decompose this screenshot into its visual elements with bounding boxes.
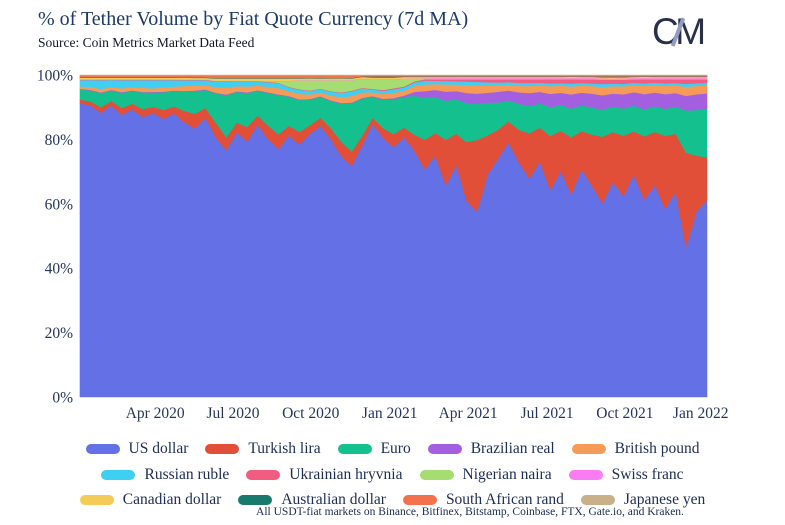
legend-label: Canadian dollar xyxy=(122,491,222,508)
legend-item-euro: Euro xyxy=(337,440,411,458)
legend-label: South African rand xyxy=(445,491,564,508)
legend-swatch-south-african-rand xyxy=(402,495,437,505)
legend-item-turkish-lira: Turkish lira xyxy=(205,440,321,458)
y-axis-tick-label: 40% xyxy=(45,261,74,278)
legend-item-canadian-dollar: Canadian dollar xyxy=(79,491,222,509)
legend-label: Brazilian real xyxy=(470,440,555,457)
legend-swatch-euro xyxy=(337,444,372,454)
legend-item-swiss-franc: Swiss franc xyxy=(568,465,684,484)
legend-label: Euro xyxy=(380,440,411,457)
legend-swatch-ukrainian-hryvnia xyxy=(246,469,281,480)
legend-swatch-australian-dollar xyxy=(238,495,273,505)
legend-swatch-japanese-yen xyxy=(580,495,615,505)
source-caption: Source: Coin Metrics Market Data Feed xyxy=(38,35,255,50)
legend-swatch-british-pound xyxy=(571,444,606,454)
legend-item-japanese-yen: Japanese yen xyxy=(580,491,706,509)
x-axis-tick-label: Jan 2021 xyxy=(362,405,418,422)
x-axis-tick-label: Jul 2021 xyxy=(521,405,574,422)
x-axis-tick-label: Apr 2020 xyxy=(126,405,185,422)
legend-label: Australian dollar xyxy=(281,491,386,508)
legend-label: Japanese yen xyxy=(623,491,706,508)
legend-swatch-swiss-franc xyxy=(568,469,603,480)
legend-label: Swiss franc xyxy=(611,465,684,483)
legend-label: US dollar xyxy=(128,440,189,457)
x-axis-tick-label: Oct 2021 xyxy=(596,405,653,422)
legend-swatch-us-dollar xyxy=(85,444,120,454)
legend-item-south-african-rand: South African rand xyxy=(402,491,564,509)
x-axis-tick-label: Oct 2020 xyxy=(282,405,340,422)
legend-label: British pound xyxy=(614,440,700,457)
page-title: % of Tether Volume by Fiat Quote Currenc… xyxy=(38,8,469,30)
legend-item-nigerian-naira: Nigerian naira xyxy=(419,465,552,484)
legend-label: Nigerian naira xyxy=(462,465,552,483)
legend-item-brazilian-real: Brazilian real xyxy=(427,440,555,458)
chart-legend: US dollar Turkish lira Euro Brazilian real B… xyxy=(0,440,785,517)
y-axis-tick-label: 80% xyxy=(45,132,74,149)
legend-item-british-pound: British pound xyxy=(571,440,700,458)
legend-item-us-dollar: US dollar xyxy=(85,440,189,458)
stacked-area-chart: 0% 20% 40% 60% 80% 100% Apr 2020 Jul 2020 Oct 20… xyxy=(37,68,729,423)
markets-footnote: All USDT-fiat markets on Binance, Bitfin… xyxy=(256,506,684,518)
legend-row: Canadian dollar Australian dollar South Af… xyxy=(0,491,785,509)
legend-row: US dollar Turkish lira Euro Brazilian real B… xyxy=(0,440,785,458)
y-axis-tick-label: 20% xyxy=(45,325,74,342)
legend-row: Russian ruble Ukrainian hryvnia Nigerian n… xyxy=(0,466,785,484)
coinmetrics-logo: C M xyxy=(652,12,714,52)
legend-label: Ukrainian hryvnia xyxy=(289,465,403,483)
y-axis-tick-label: 60% xyxy=(45,196,74,213)
legend-swatch-brazilian-real xyxy=(427,444,462,454)
legend-swatch-canadian-dollar xyxy=(79,495,114,505)
y-axis-tick-label: 0% xyxy=(52,390,73,407)
legend-item-australian-dollar: Australian dollar xyxy=(238,491,386,509)
x-axis-tick-label: Apr 2021 xyxy=(439,405,498,422)
x-axis-tick-label: Jan 2022 xyxy=(673,405,729,422)
legend-item-ukrainian-hryvnia: Ukrainian hryvnia xyxy=(246,465,403,484)
x-axis-tick-label: Jul 2020 xyxy=(207,405,260,422)
legend-label: Russian ruble xyxy=(144,465,230,483)
legend-swatch-nigerian-naira xyxy=(419,469,454,480)
legend-label: Turkish lira xyxy=(248,440,321,457)
legend-item-russian-ruble: Russian ruble xyxy=(101,466,229,484)
legend-swatch-russian-ruble xyxy=(101,469,136,480)
legend-swatch-turkish-lira xyxy=(205,444,240,454)
y-axis-tick-label: 100% xyxy=(37,68,73,85)
